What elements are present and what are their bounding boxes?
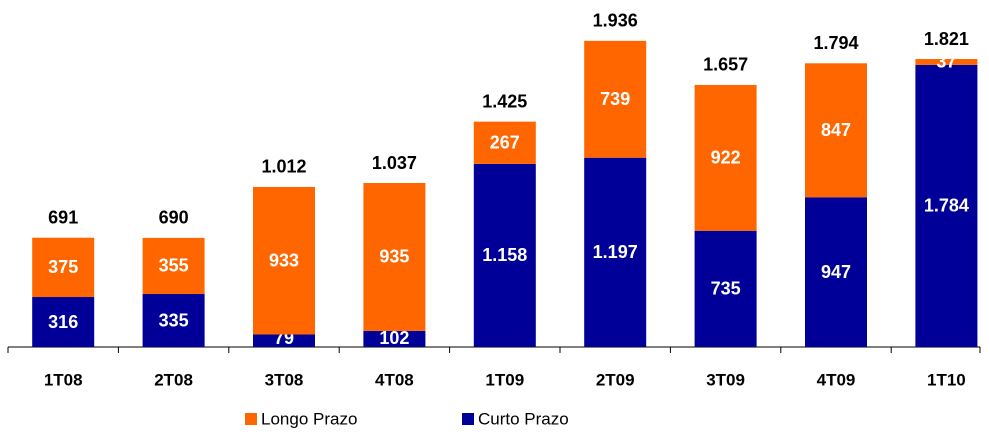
total-label: 1.012	[261, 157, 306, 177]
legend-label: Longo Prazo	[261, 409, 357, 428]
x-tick-label: 1T10	[927, 370, 966, 389]
total-label: 1.936	[593, 11, 638, 31]
value-label: 267	[490, 133, 520, 153]
legend-swatch	[462, 413, 474, 425]
total-label: 1.821	[924, 29, 969, 49]
value-label: 922	[711, 148, 741, 168]
value-label: 102	[379, 328, 409, 348]
x-tick-label: 1T08	[44, 370, 83, 389]
x-tick-label: 4T09	[817, 370, 856, 389]
bar-segment	[473, 163, 536, 347]
value-label: 933	[269, 250, 299, 270]
value-label: 847	[821, 120, 851, 140]
x-tick-label: 3T08	[265, 370, 304, 389]
bar-segment	[363, 183, 426, 331]
bar-segment	[253, 334, 315, 347]
bar-segment	[805, 197, 867, 347]
bar-segment	[915, 64, 978, 348]
x-tick-label: 2T08	[154, 370, 193, 389]
value-label: 935	[379, 247, 409, 267]
bar-segment	[363, 330, 426, 347]
value-label: 375	[48, 257, 78, 277]
bar-segment	[253, 186, 315, 335]
value-label: 37	[936, 52, 956, 72]
x-tick-label: 3T09	[706, 370, 745, 389]
total-label: 690	[159, 208, 189, 228]
bar-segment	[473, 121, 536, 164]
legend-label: Curto Prazo	[478, 409, 569, 428]
total-label: 1.794	[813, 33, 858, 53]
x-tick-label: 4T08	[375, 370, 414, 389]
total-label: 1.037	[372, 153, 417, 173]
bar-segment	[32, 297, 95, 347]
value-label: 355	[159, 256, 189, 276]
legend-swatch	[245, 413, 257, 425]
value-label: 316	[48, 312, 78, 332]
total-label: 1.657	[703, 55, 748, 75]
value-label: 735	[711, 279, 741, 299]
bar-segment	[142, 237, 205, 295]
value-label: 1.784	[924, 196, 969, 216]
bar-segment	[915, 59, 978, 65]
value-label: 739	[600, 89, 630, 109]
value-label: 947	[821, 262, 851, 282]
bar-segment	[694, 230, 757, 347]
total-label: 1.425	[482, 91, 527, 111]
bar-segment	[142, 294, 205, 347]
value-label: 335	[159, 310, 189, 330]
x-tick-label: 2T09	[596, 370, 635, 389]
bar-segment	[694, 84, 757, 231]
total-label: 691	[48, 207, 78, 227]
bar-segment	[584, 40, 647, 158]
value-label: 1.158	[482, 245, 527, 265]
bar-segment	[32, 237, 95, 298]
value-label: 1.197	[593, 242, 638, 262]
x-tick-label: 1T09	[485, 370, 524, 389]
bar-segment	[805, 63, 867, 198]
bar-segment	[584, 157, 647, 347]
